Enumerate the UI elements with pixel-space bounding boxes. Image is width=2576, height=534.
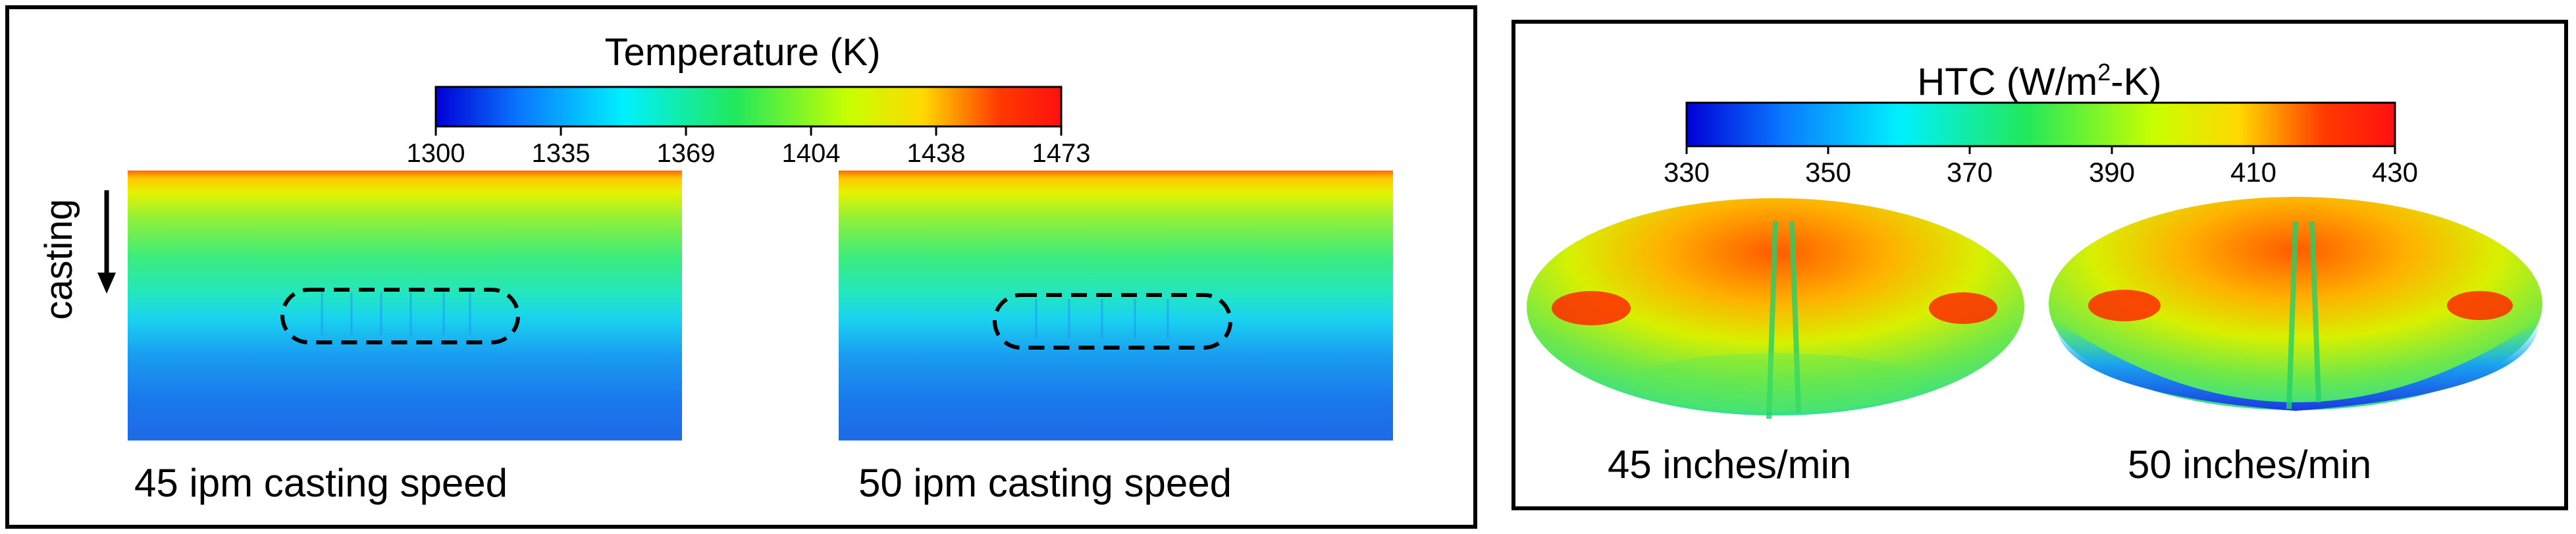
temperature-figure: Temperature (K) 1300 1335 1369 1404 1438…	[38, 31, 1393, 505]
htc-title-prefix: HTC (W/m	[1917, 61, 2097, 103]
highlight-region-45ipm	[280, 288, 520, 344]
temperature-map-45ipm	[128, 171, 682, 441]
htc-colorbar-title: HTC (W/m2-K)	[1917, 59, 2161, 103]
htc-title-suffix: -K)	[2111, 61, 2161, 103]
temperature-tick-label: 1404	[782, 139, 841, 168]
temperature-caption-50ipm: 50 ipm casting speed	[858, 461, 1232, 505]
temperature-panel: Temperature (K) 1300 1335 1369 1404 1438…	[5, 5, 1477, 529]
htc-panel: HTC (W/m2-K) 330 350 370 390 410 430	[1511, 20, 2568, 510]
htc-tick-label: 370	[1947, 157, 1993, 188]
temperature-tick-label: 1438	[907, 139, 966, 168]
htc-figure: HTC (W/m2-K) 330 350 370 390 410 430	[1527, 59, 2542, 487]
highlight-region-50ipm	[993, 293, 1232, 350]
temperature-tick-label: 1335	[532, 139, 591, 168]
temperature-colorbar-title: Temperature (K)	[604, 31, 880, 74]
temperature-tick-label: 1300	[407, 139, 465, 168]
htc-caption-50: 50 inches/min	[2128, 442, 2371, 487]
htc-map-50	[2049, 197, 2542, 411]
temperature-colorbar-ticks	[434, 126, 1063, 136]
htc-tick-label: 350	[1805, 157, 1851, 188]
htc-tick-label: 410	[2230, 157, 2276, 188]
htc-caption-45: 45 inches/min	[1608, 442, 1851, 487]
temperature-map-50ipm	[839, 171, 1393, 441]
temperature-tick-label: 1473	[1032, 139, 1091, 168]
temperature-colorbar	[434, 86, 1063, 128]
temperature-caption-45ipm: 45 ipm casting speed	[134, 461, 508, 505]
casting-direction-label: casting	[38, 199, 80, 320]
htc-colorbar	[1685, 101, 2396, 147]
htc-map-45	[1527, 198, 2024, 419]
htc-tick-label: 390	[2089, 157, 2135, 188]
casting-direction-arrow	[97, 190, 116, 294]
temperature-tick-label: 1369	[657, 139, 716, 168]
htc-colorbar-ticks	[1685, 146, 2396, 154]
htc-tick-label: 330	[1664, 157, 1710, 188]
htc-tick-label: 430	[2372, 157, 2418, 188]
htc-title-superscript: 2	[2097, 59, 2111, 86]
